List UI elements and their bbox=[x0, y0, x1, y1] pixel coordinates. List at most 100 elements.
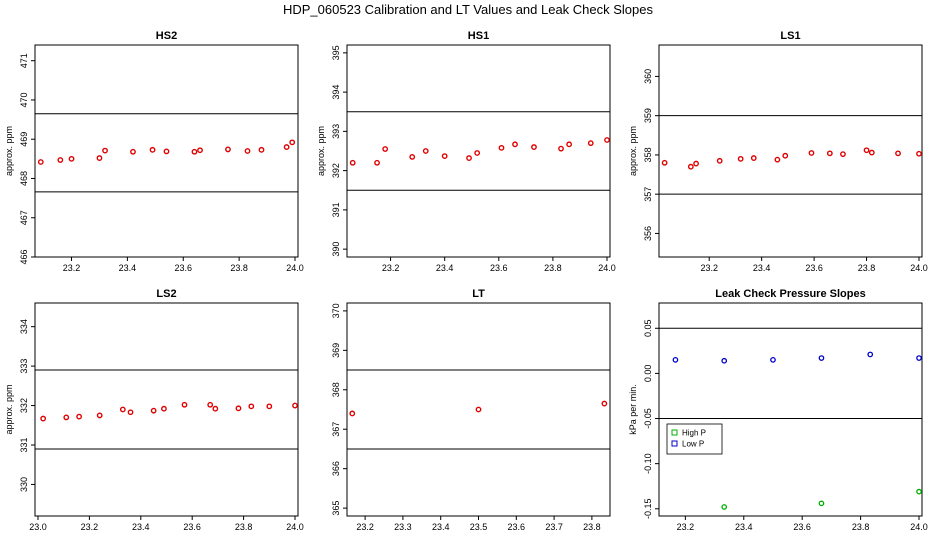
low-p-point bbox=[867, 351, 874, 358]
data-point bbox=[916, 150, 922, 157]
data-point bbox=[716, 157, 723, 164]
data-point bbox=[37, 159, 44, 165]
data-point bbox=[782, 152, 789, 159]
data-point bbox=[68, 155, 75, 162]
plot-title: LS2 bbox=[156, 288, 176, 300]
y-tick-label: 470 bbox=[19, 92, 29, 107]
data-point bbox=[349, 410, 356, 417]
plot-title: LT bbox=[472, 288, 485, 300]
y-tick-label: 467 bbox=[19, 210, 29, 225]
data-point bbox=[76, 413, 83, 420]
high-p-point bbox=[818, 500, 825, 507]
data-point bbox=[149, 146, 156, 153]
y-tick-label: 333 bbox=[19, 359, 29, 374]
x-tick-label: 24.0 bbox=[910, 263, 928, 273]
x-tick-label: 23.8 bbox=[235, 522, 253, 532]
x-tick-label: 23.0 bbox=[29, 522, 47, 532]
data-point bbox=[292, 402, 298, 409]
low-p-point bbox=[721, 357, 728, 364]
y-tick-label: 469 bbox=[19, 132, 29, 147]
y-tick-label: 360 bbox=[643, 69, 653, 84]
data-point bbox=[40, 415, 47, 422]
x-tick-label: 23.2 bbox=[382, 263, 400, 273]
x-tick-label: 23.8 bbox=[852, 522, 870, 532]
x-tick-label: 23.4 bbox=[119, 263, 137, 273]
legend-swatch bbox=[671, 429, 678, 436]
y-axis-label: approx. ppm bbox=[316, 126, 326, 176]
y-tick-label: 330 bbox=[19, 477, 29, 492]
x-tick-label: 23.4 bbox=[436, 263, 454, 273]
low-p-point bbox=[916, 355, 922, 361]
data-point bbox=[191, 148, 198, 155]
y-tick-label: 395 bbox=[331, 45, 341, 60]
data-point bbox=[687, 163, 694, 170]
legend-label: High P bbox=[682, 429, 706, 438]
x-tick-label: 23.5 bbox=[470, 522, 488, 532]
data-point bbox=[422, 148, 429, 154]
y-tick-label: 356 bbox=[643, 226, 653, 241]
y-tick-label: 0.00 bbox=[643, 365, 653, 383]
x-tick-label: 24.0 bbox=[598, 263, 616, 273]
plot-frame bbox=[34, 302, 299, 517]
y-tick-label: 471 bbox=[19, 53, 29, 68]
x-tick-label: 23.2 bbox=[700, 263, 718, 273]
x-tick-label: 23.6 bbox=[508, 522, 526, 532]
y-tick-label: 357 bbox=[643, 187, 653, 202]
x-tick-label: 23.4 bbox=[132, 522, 150, 532]
x-tick-label: 23.3 bbox=[394, 522, 412, 532]
x-tick-label: 23.4 bbox=[735, 522, 753, 532]
y-tick-label: 394 bbox=[331, 85, 341, 100]
plot-title: LS1 bbox=[780, 30, 800, 42]
plot-frame bbox=[658, 44, 923, 258]
x-tick-label: 23.8 bbox=[544, 263, 562, 273]
y-tick-label: 365 bbox=[331, 501, 341, 516]
y-tick-label: -0.10 bbox=[643, 453, 653, 474]
y-tick-label: 332 bbox=[19, 398, 29, 413]
legend-box bbox=[666, 423, 723, 455]
x-tick-label: 23.6 bbox=[183, 522, 201, 532]
data-point bbox=[181, 401, 188, 408]
figure-title: HDP_060523 Calibration and LT Values and… bbox=[282, 2, 654, 17]
y-tick-label: 370 bbox=[331, 303, 341, 318]
data-point bbox=[289, 139, 296, 146]
y-tick-label: 468 bbox=[19, 171, 29, 186]
y-tick-label: 390 bbox=[331, 242, 341, 257]
x-tick-label: 23.4 bbox=[432, 522, 450, 532]
low-p-point bbox=[770, 357, 776, 363]
data-point bbox=[474, 150, 481, 156]
plot-frame bbox=[658, 302, 923, 517]
data-point bbox=[382, 146, 389, 152]
x-tick-label: 23.8 bbox=[858, 263, 876, 273]
plot-frame bbox=[346, 44, 611, 258]
data-point bbox=[840, 151, 846, 158]
x-tick-label: 23.2 bbox=[81, 522, 99, 532]
data-point bbox=[244, 148, 251, 154]
x-tick-label: 23.6 bbox=[805, 263, 823, 273]
data-point bbox=[96, 412, 103, 419]
low-p-point bbox=[672, 357, 679, 363]
data-point bbox=[349, 159, 356, 166]
plot-title: Leak Check Pressure Slopes bbox=[715, 288, 865, 300]
data-point bbox=[558, 145, 564, 152]
x-tick-label: 23.8 bbox=[230, 263, 248, 273]
y-tick-label: 366 bbox=[331, 461, 341, 476]
plot-frame bbox=[34, 44, 299, 258]
legend-swatch bbox=[671, 440, 678, 447]
data-point bbox=[207, 401, 214, 408]
y-axis-label: kPa per min. bbox=[628, 384, 638, 435]
data-point bbox=[130, 148, 136, 155]
plot-title: HS1 bbox=[468, 30, 489, 42]
data-point bbox=[212, 405, 219, 412]
data-point bbox=[235, 405, 242, 412]
y-axis-label: approx. ppm bbox=[4, 126, 14, 176]
data-point bbox=[531, 144, 537, 150]
data-point bbox=[102, 147, 108, 154]
data-point bbox=[266, 403, 273, 410]
data-point bbox=[498, 144, 505, 151]
y-tick-label: 392 bbox=[331, 163, 341, 178]
y-tick-label: 0.05 bbox=[643, 320, 653, 338]
y-tick-label: 368 bbox=[331, 382, 341, 397]
high-p-point bbox=[916, 488, 922, 495]
plot-frame bbox=[346, 302, 611, 517]
